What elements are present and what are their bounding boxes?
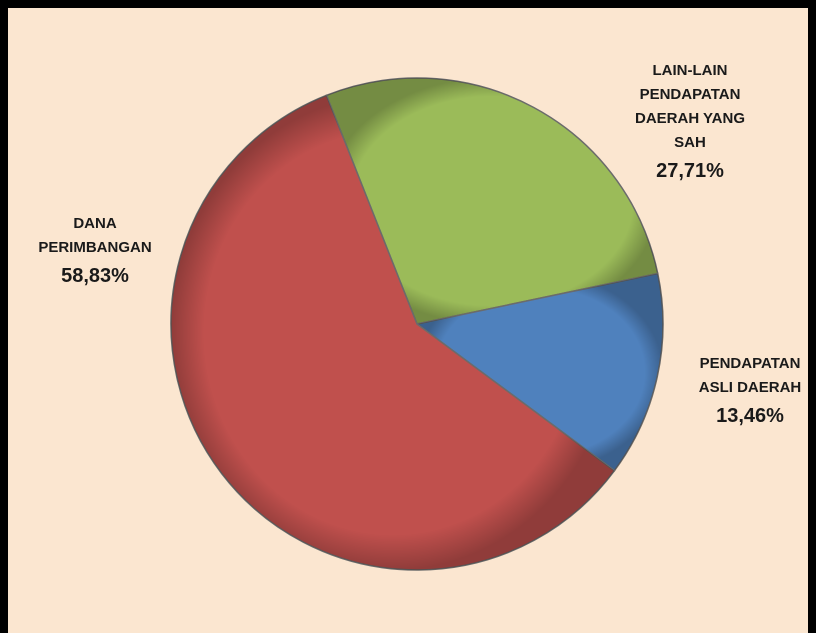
slice-value-label: 13,46% — [716, 405, 784, 427]
slice-value-label: 27,71% — [656, 160, 724, 182]
slice-label: LAIN-LAIN PENDAPATAN DAERAH YANG SAH — [635, 62, 745, 151]
slice-label: DANA PERIMBANGAN — [38, 215, 151, 256]
slice-label: PENDAPATAN ASLI DAERAH — [699, 355, 802, 396]
slice-value-label: 58,83% — [61, 265, 129, 287]
